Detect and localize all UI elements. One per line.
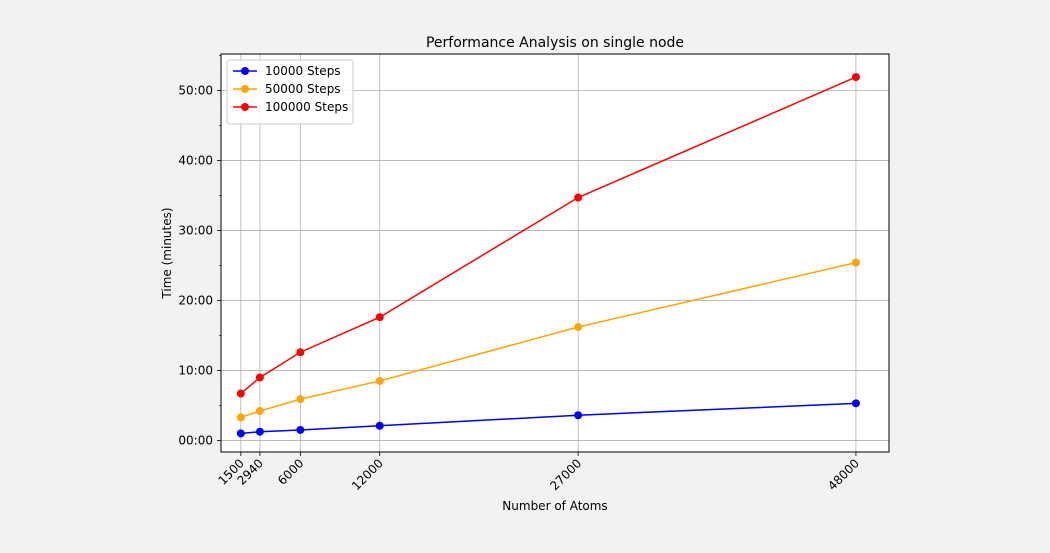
data-point	[375, 313, 384, 322]
series-layer	[236, 73, 860, 438]
y-tick-label: 00:00	[178, 433, 213, 447]
legend-swatch-marker	[241, 103, 249, 111]
data-point	[851, 399, 860, 408]
x-axis-label: Number of Atoms	[502, 499, 607, 513]
y-tick-label: 10:00	[178, 363, 213, 377]
y-tick-label: 50:00	[178, 83, 213, 97]
data-point	[851, 73, 860, 82]
legend-swatch-marker	[241, 67, 249, 75]
x-tick-label: 48000	[825, 456, 862, 493]
y-axis-label: Time (minutes)	[160, 207, 174, 299]
data-point	[296, 395, 305, 404]
data-point	[236, 413, 245, 422]
data-point	[375, 421, 384, 430]
y-tick-label: 40:00	[178, 153, 213, 167]
data-point	[574, 193, 583, 202]
data-point	[375, 376, 384, 385]
data-point	[236, 389, 245, 398]
legend-swatch-marker	[241, 85, 249, 93]
data-point	[255, 373, 264, 382]
legend-box	[226, 59, 354, 125]
data-point	[296, 425, 305, 434]
data-point	[296, 348, 305, 357]
legend-label: 100000 Steps	[265, 100, 348, 114]
series-line	[240, 76, 857, 395]
data-point	[236, 429, 245, 438]
legend: 10000 Steps 50000 Steps 100000 Steps	[226, 59, 354, 125]
legend-label: 10000 Steps	[265, 64, 341, 78]
data-point	[255, 427, 264, 436]
data-point	[255, 407, 264, 416]
chart-title: Performance Analysis on single node	[426, 35, 684, 51]
x-tick-label: 6000	[275, 456, 306, 487]
data-point	[851, 258, 860, 267]
x-tick-label: 12000	[349, 456, 386, 493]
y-tick-label: 20:00	[178, 293, 213, 307]
plot-frame	[220, 53, 890, 453]
x-tick-label: 27000	[547, 456, 584, 493]
legend-label: 50000 Steps	[265, 82, 341, 96]
y-tick-label: 30:00	[178, 223, 213, 237]
data-point	[574, 411, 583, 420]
data-point	[574, 323, 583, 332]
